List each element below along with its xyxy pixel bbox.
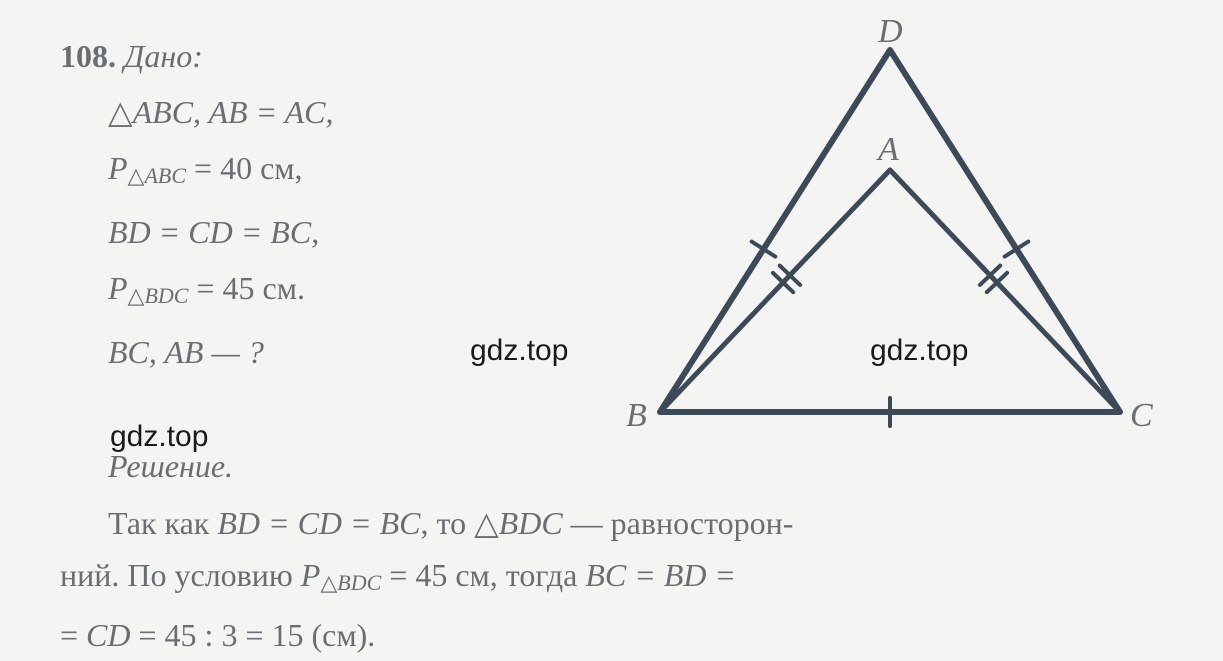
t7-sub-name: BDC	[337, 570, 381, 595]
solution-block: Решение. Так как BD = CD = BC, то △BDC —…	[60, 448, 1183, 661]
given-line-4: P△BDC = 45 см.	[60, 260, 600, 324]
sub-name-2: BDC	[144, 283, 188, 308]
solution-heading: Решение.	[108, 448, 1183, 485]
t5: — равносторон-	[563, 505, 794, 541]
l1-eq: , AB = AC,	[193, 94, 333, 130]
given-line-2: P△ABC = 40 см,	[60, 140, 600, 204]
given-line-1: △ABC, AB = AC,	[60, 84, 600, 140]
l5-text: BC, AB — ?	[108, 334, 264, 370]
watermark-2: gdz.top	[870, 334, 968, 368]
svg-text:B: B	[626, 397, 647, 434]
t1: Так как	[60, 505, 217, 541]
tri-name: ABC	[133, 94, 193, 130]
sub-name: ABC	[144, 163, 186, 188]
svg-text:C: C	[1130, 397, 1153, 434]
given-block: 108. Дано: △ABC, AB = AC, P△ABC = 40 см,…	[60, 20, 600, 380]
watermark-1: gdz.top	[470, 334, 568, 368]
l2-rest: = 40 см,	[186, 150, 303, 186]
t3: , то △	[421, 505, 499, 541]
t6: ний. По условию	[60, 557, 301, 593]
t10: =	[60, 617, 86, 653]
t11: CD	[86, 617, 130, 653]
figure-wrap: D A B C	[600, 20, 1183, 440]
top-row: 108. Дано: △ABC, AB = AC, P△ABC = 40 см,…	[60, 20, 1183, 440]
t12: = 45 : 3 = 15 (см).	[131, 617, 376, 653]
t9: BC = BD =	[585, 557, 736, 593]
page-root: 108. Дано: △ABC, AB = AC, P△ABC = 40 см,…	[0, 0, 1223, 639]
l4-rest: = 45 см.	[188, 270, 305, 306]
t2: BD = CD = BC	[217, 505, 420, 541]
problem-number: 108.	[60, 38, 116, 74]
given-line-3: BD = CD = BC,	[60, 204, 600, 260]
t7-sub-tri: △	[320, 570, 337, 595]
svg-text:A: A	[876, 131, 899, 168]
P-symbol-2: P	[108, 270, 128, 306]
l3-text: BD = CD = BC,	[108, 214, 319, 250]
triangle-diagram: D A B C	[600, 20, 1160, 440]
t7: P	[301, 557, 321, 593]
t8: = 45 см, тогда	[381, 557, 585, 593]
svg-text:D: D	[877, 20, 903, 50]
sub-tri: △	[128, 163, 145, 188]
watermark-3: gdz.top	[110, 420, 208, 454]
P-symbol: P	[108, 150, 128, 186]
t4: BDC	[499, 505, 563, 541]
solution-para: Так как BD = CD = BC, то △BDC — равносто…	[60, 497, 1183, 661]
tri-symbol: △	[108, 94, 133, 130]
sub-tri-2: △	[128, 283, 145, 308]
line-number-given: 108. Дано:	[60, 28, 600, 84]
given-label: Дано:	[124, 38, 203, 74]
